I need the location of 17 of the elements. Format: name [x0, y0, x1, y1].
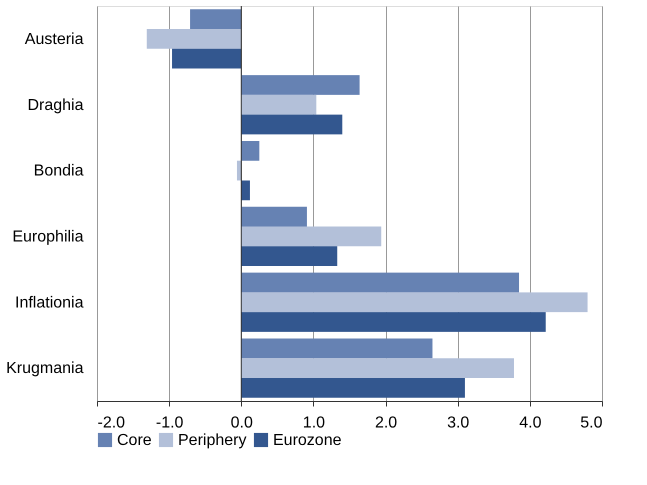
x-tick-label: -2.0: [98, 414, 126, 432]
x-tick-label: 2.0: [374, 414, 398, 432]
x-tick-label: 4.0: [519, 414, 542, 432]
x-tick-label: 1.0: [302, 414, 326, 432]
legend-label: Eurozone: [273, 432, 342, 449]
y-tick-label: Austeria: [24, 30, 84, 48]
y-tick-label: Inflationia: [15, 294, 84, 312]
y-tick-label: Draghia: [27, 96, 84, 114]
x-tick-label: 3.0: [447, 414, 470, 432]
y-tick-label: Europhilia: [12, 228, 84, 246]
legend-label: Core: [117, 432, 152, 449]
y-tick-label: Krugmania: [6, 360, 84, 378]
x-tick-label: 0.0: [230, 414, 254, 432]
legend-label: Periphery: [178, 432, 246, 449]
x-tick-label: -1.0: [156, 414, 184, 432]
y-tick-label: Bondia: [34, 162, 84, 180]
x-tick-label: 5.0: [580, 414, 603, 432]
